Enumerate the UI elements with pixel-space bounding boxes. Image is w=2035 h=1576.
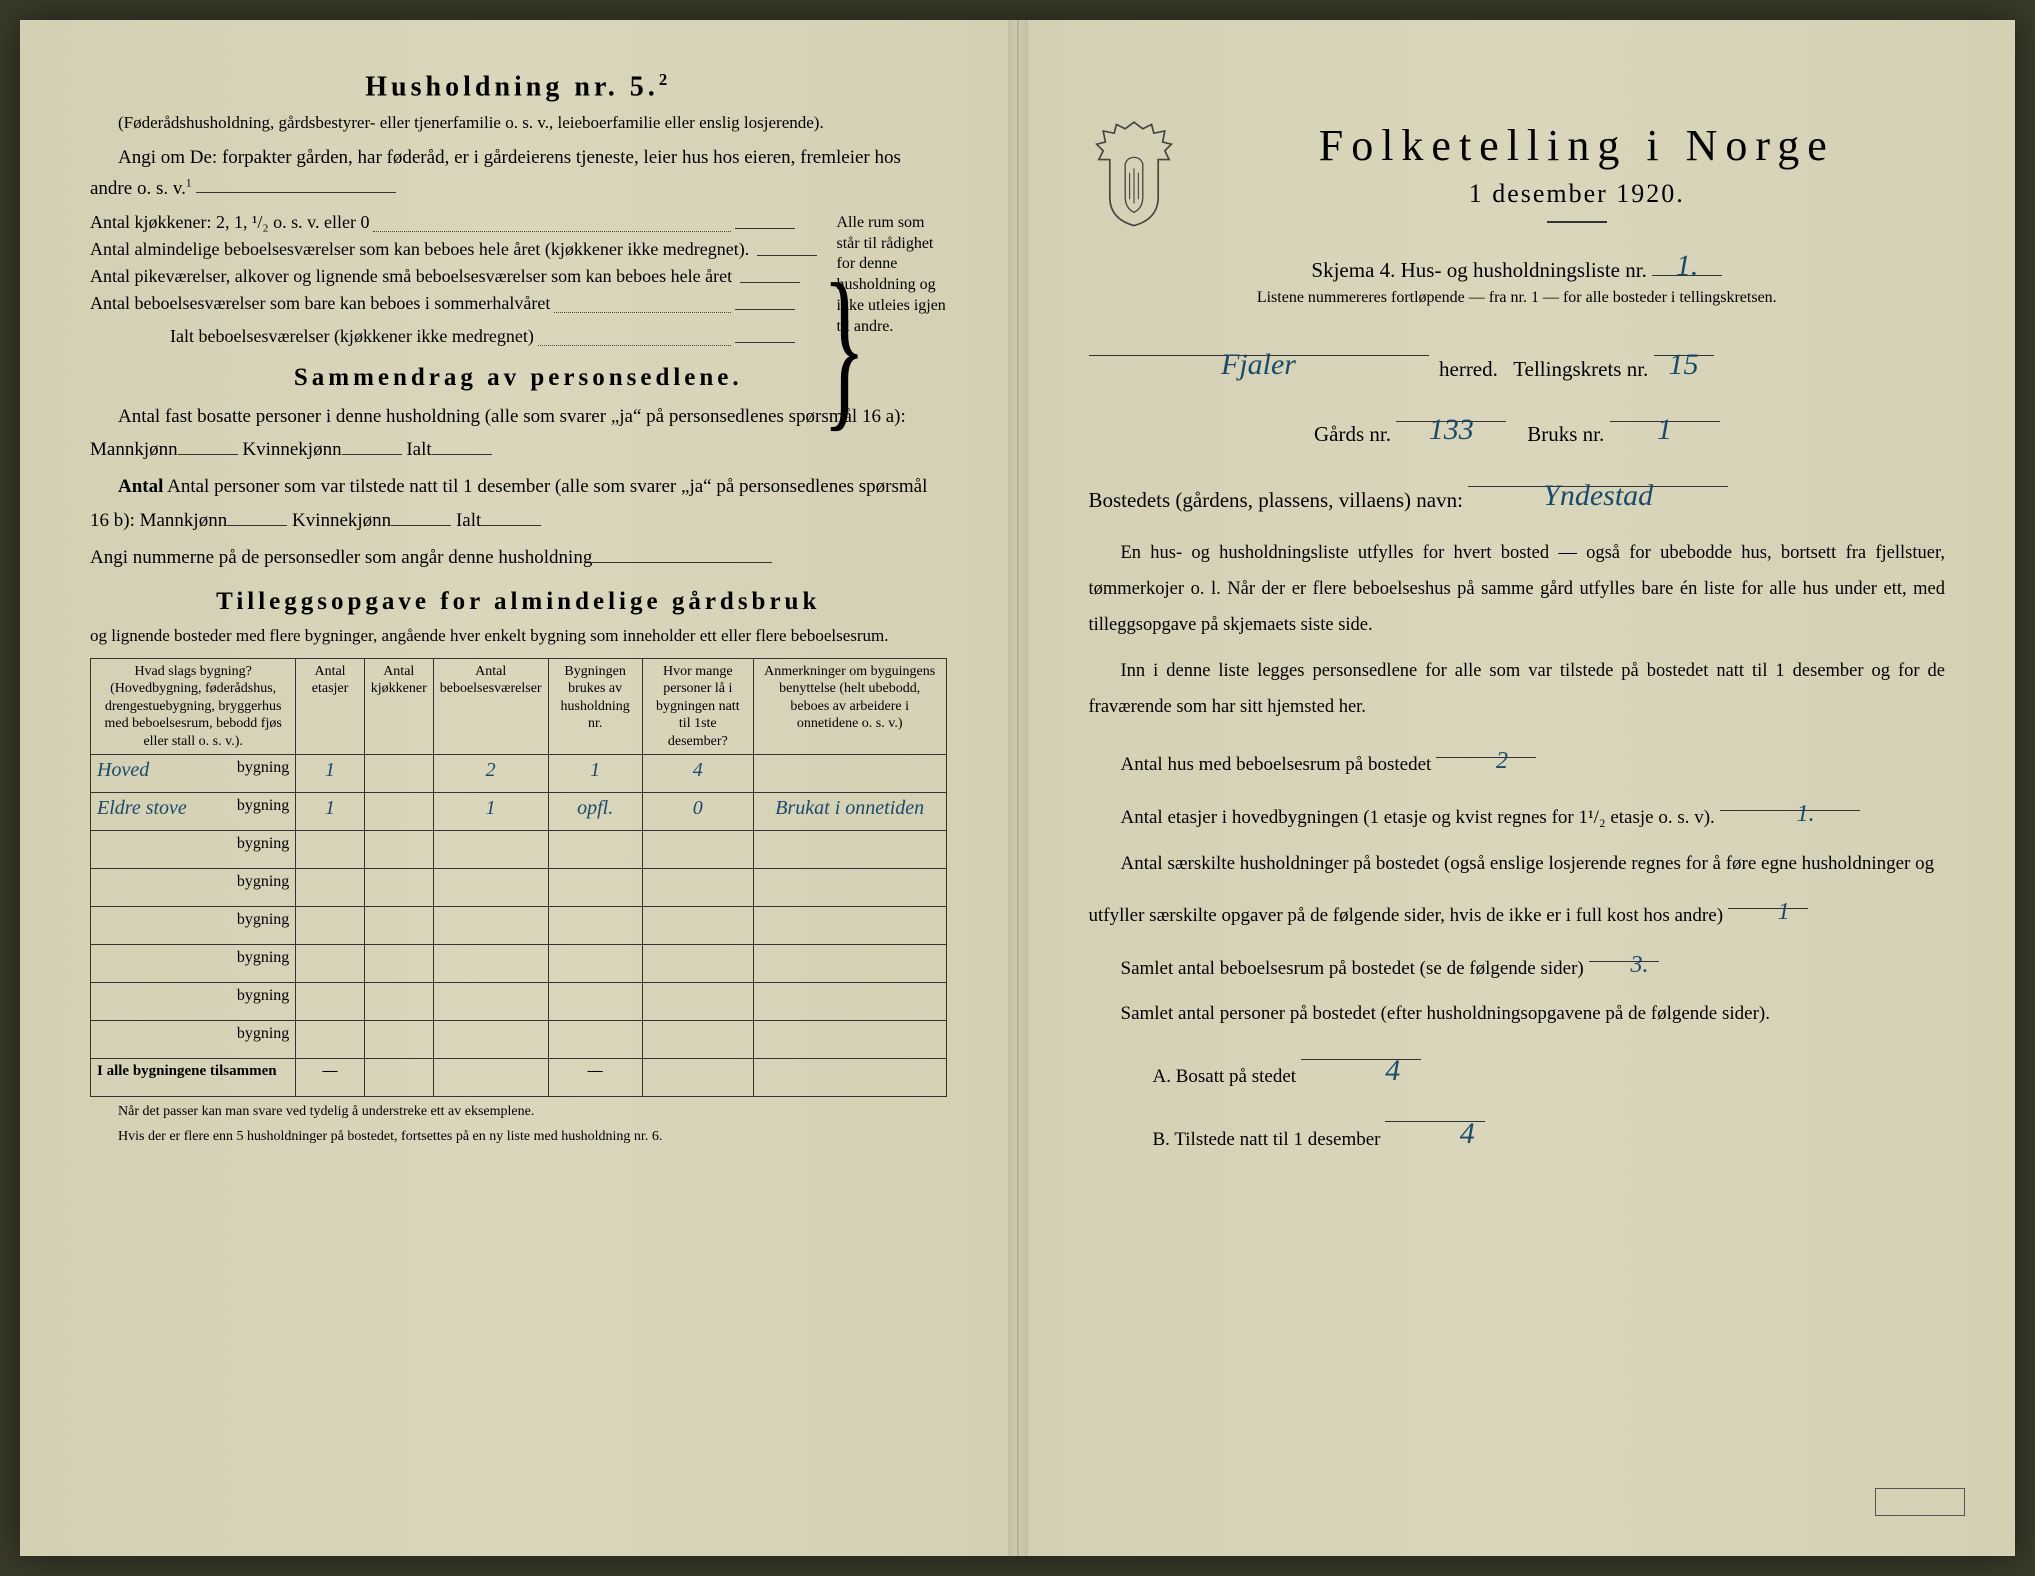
right-page: Folketelling i Norge 1 desember 1920. Sk… [1018,20,2016,1556]
building-table: Hvad slags bygning? (Hovedbygning, føder… [90,658,947,1098]
table-row: bygning [91,907,947,945]
tillegg-title: Tilleggsopgave for almindelige gårdsbruk [90,588,947,616]
subtitle-date: 1 desember 1920. [1209,179,1946,209]
th-household: Bygningen brukes av husholdning nr. [548,658,642,755]
th-persons: Hvor mange personer lå i bygningen natt … [642,658,753,755]
th-floors: Antal etasjer [296,658,364,755]
line-houses: Antal hus med beboelsesrum på bostedet 2 [1089,735,1946,788]
summary-p1: Antal fast bosatte personer i denne hush… [90,400,947,467]
th-kitchens: Antal kjøkkener [364,658,433,755]
gard-row: Gårds nr. 133 Bruks nr. 1 [1089,396,1946,459]
summary-title: Sammendrag av personsedlene. [90,364,947,392]
table-row: bygning [91,831,947,869]
tillegg-sub: og lignende bosteder med flere bygninger… [90,624,947,648]
table-row: bygning [91,869,947,907]
line-A: A. Bosatt på stedet 4 [1089,1037,1946,1100]
line-B: B. Tilstede natt til 1 desember 4 [1089,1100,1946,1163]
paren-note: (Føderådshusholdning, gårdsbestyrer- ell… [90,111,947,135]
table-row: bygning [91,1021,947,1059]
line-persons-intro: Samlet antal personer på bostedet (efter… [1089,991,1946,1037]
main-title: Folketelling i Norge [1209,120,1946,171]
line-rooms: Samlet antal beboelsesrum på bostedet (s… [1089,939,1946,992]
th-notes: Anmerkninger om byguingens benyttelse (h… [753,658,946,755]
summary-p3: Angi nummerne på de personsedler som ang… [90,541,947,574]
left-page: Husholdning nr. 5.2 (Føderådshusholdning… [20,20,1018,1556]
divider [1547,221,1607,223]
room-lines: Antal kjøkkener: 2, 1, ¹/₂ o. s. v. elle… [90,209,795,350]
footnote-2: Hvis der er flere enn 5 husholdninger på… [90,1128,947,1146]
footnote-1: Når det passer kan man svare ved tydelig… [90,1103,947,1121]
household-title: Husholdning nr. 5.2 [90,70,947,103]
numbering-note: Listene nummereres fortløpende — fra nr.… [1089,289,1946,307]
table-row: Hovedbygning1214 [91,755,947,793]
room-block: Antal kjøkkener: 2, 1, ¹/₂ o. s. v. elle… [90,209,947,350]
line-households: Antal særskilte husholdninger på bostede… [1089,841,1946,939]
title-block: Folketelling i Norge 1 desember 1920. [1209,120,1946,241]
crest-row: Folketelling i Norge 1 desember 1920. [1089,120,1946,241]
table-total-row: I alle bygningene tilsammen — — [91,1059,947,1097]
table-row: Eldre stovebygning11opfl.0Brukat i onnet… [91,793,947,831]
herred-row: Fjaler herred. Tellingskrets nr. 15 [1089,331,1946,394]
instructions-2: Inn i denne liste legges personsedlene f… [1089,653,1946,725]
line-floors: Antal etasjer i hovedbygningen (1 etasje… [1089,788,1946,841]
angi-line: Angi om De: forpakter gården, har føderå… [90,143,947,203]
schema-line: Skjema 4. Hus- og husholdningsliste nr. … [1089,251,1946,283]
table-header-row: Hvad slags bygning? (Hovedbygning, føder… [91,658,947,755]
th-type: Hvad slags bygning? (Hovedbygning, føder… [91,658,296,755]
printer-stamp [1875,1488,1965,1516]
summary-p2: Antal Antal personer som var tilstede na… [90,470,947,537]
total-label: I alle bygningene tilsammen [91,1059,296,1097]
table-row: bygning [91,983,947,1021]
brace: } [807,209,825,350]
bosted-row: Bostedets (gårdens, plassens, villaens) … [1089,462,1946,525]
table-row: bygning [91,945,947,983]
coat-of-arms-icon [1089,120,1179,230]
th-rooms: Antal beboelsesværelser [433,658,548,755]
document-spread: Husholdning nr. 5.2 (Føderådshusholdning… [20,20,2015,1556]
instructions-1: En hus- og husholdningsliste utfylles fo… [1089,535,1946,643]
